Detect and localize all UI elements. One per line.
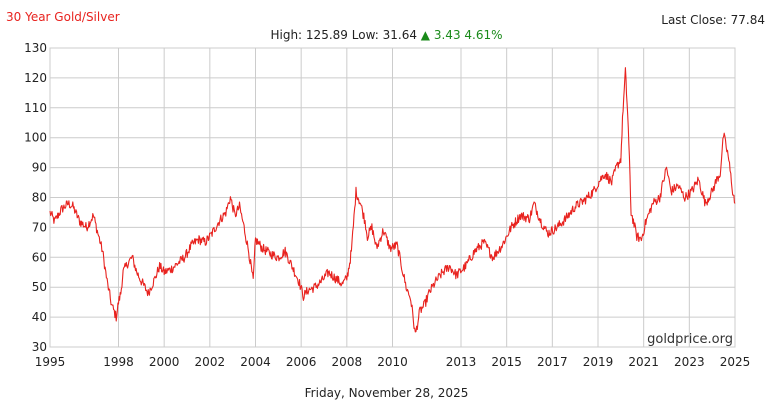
low-label: Low: — [351, 28, 379, 42]
y-axis: 30 40 50 60 70 80 90 100 110 120 130 — [24, 41, 47, 354]
x-tick-label: 2002 — [195, 355, 226, 369]
y-tick-label: 60 — [32, 250, 47, 264]
low-value: 31.64 — [382, 28, 417, 42]
price-stats: High: 125.89 Low: 31.64 ▲ 3.43 4.61% — [0, 28, 773, 42]
high-value: 125.89 — [305, 28, 348, 42]
x-tick-label: 2017 — [537, 355, 568, 369]
x-tick-label: 1995 — [35, 355, 66, 369]
x-tick-label: 1998 — [103, 355, 134, 369]
y-tick-label: 130 — [24, 41, 47, 55]
y-tick-label: 100 — [24, 131, 47, 145]
high-label: High: — [270, 28, 303, 42]
y-tick-label: 30 — [32, 340, 47, 354]
last-close-label: Last Close: — [661, 13, 727, 27]
y-tick-label: 50 — [32, 280, 47, 294]
x-tick-label: 2006 — [286, 355, 317, 369]
x-tick-label: 2000 — [149, 355, 180, 369]
series — [49, 67, 736, 333]
x-tick-label: 2025 — [720, 355, 751, 369]
x-tick-label: 2015 — [491, 355, 522, 369]
x-tick-label: 2019 — [583, 355, 614, 369]
x-tick-label: 2021 — [628, 355, 659, 369]
x-tick-label: 2013 — [446, 355, 477, 369]
chart-title: 30 Year Gold/Silver — [6, 10, 120, 24]
x-axis: 1995 1998 2000 2002 2004 2006 2008 2010 2013 2015… — [35, 355, 751, 369]
x-tick-label: 2004 — [240, 355, 271, 369]
y-tick-label: 110 — [24, 101, 47, 115]
change-value: 3.43 — [433, 28, 461, 42]
y-tick-label: 120 — [24, 71, 47, 85]
x-tick-label: 2023 — [674, 355, 705, 369]
y-tick-label: 70 — [32, 220, 47, 234]
change-percent: 4.61% — [464, 28, 503, 42]
y-tick-label: 90 — [32, 161, 47, 175]
y-tick-label: 80 — [32, 191, 47, 205]
last-close: Last Close: 77.84 — [661, 13, 765, 27]
x-tick-label: 2010 — [377, 355, 408, 369]
change-up-icon: ▲ — [420, 28, 431, 42]
series-line — [49, 67, 736, 333]
x-tick-label: 2008 — [332, 355, 363, 369]
watermark: goldprice.org — [647, 332, 733, 347]
grid — [49, 47, 736, 348]
y-tick-label: 40 — [32, 310, 47, 324]
last-close-value: 77.84 — [730, 13, 765, 27]
footer-date: Friday, November 28, 2025 — [304, 386, 469, 400]
